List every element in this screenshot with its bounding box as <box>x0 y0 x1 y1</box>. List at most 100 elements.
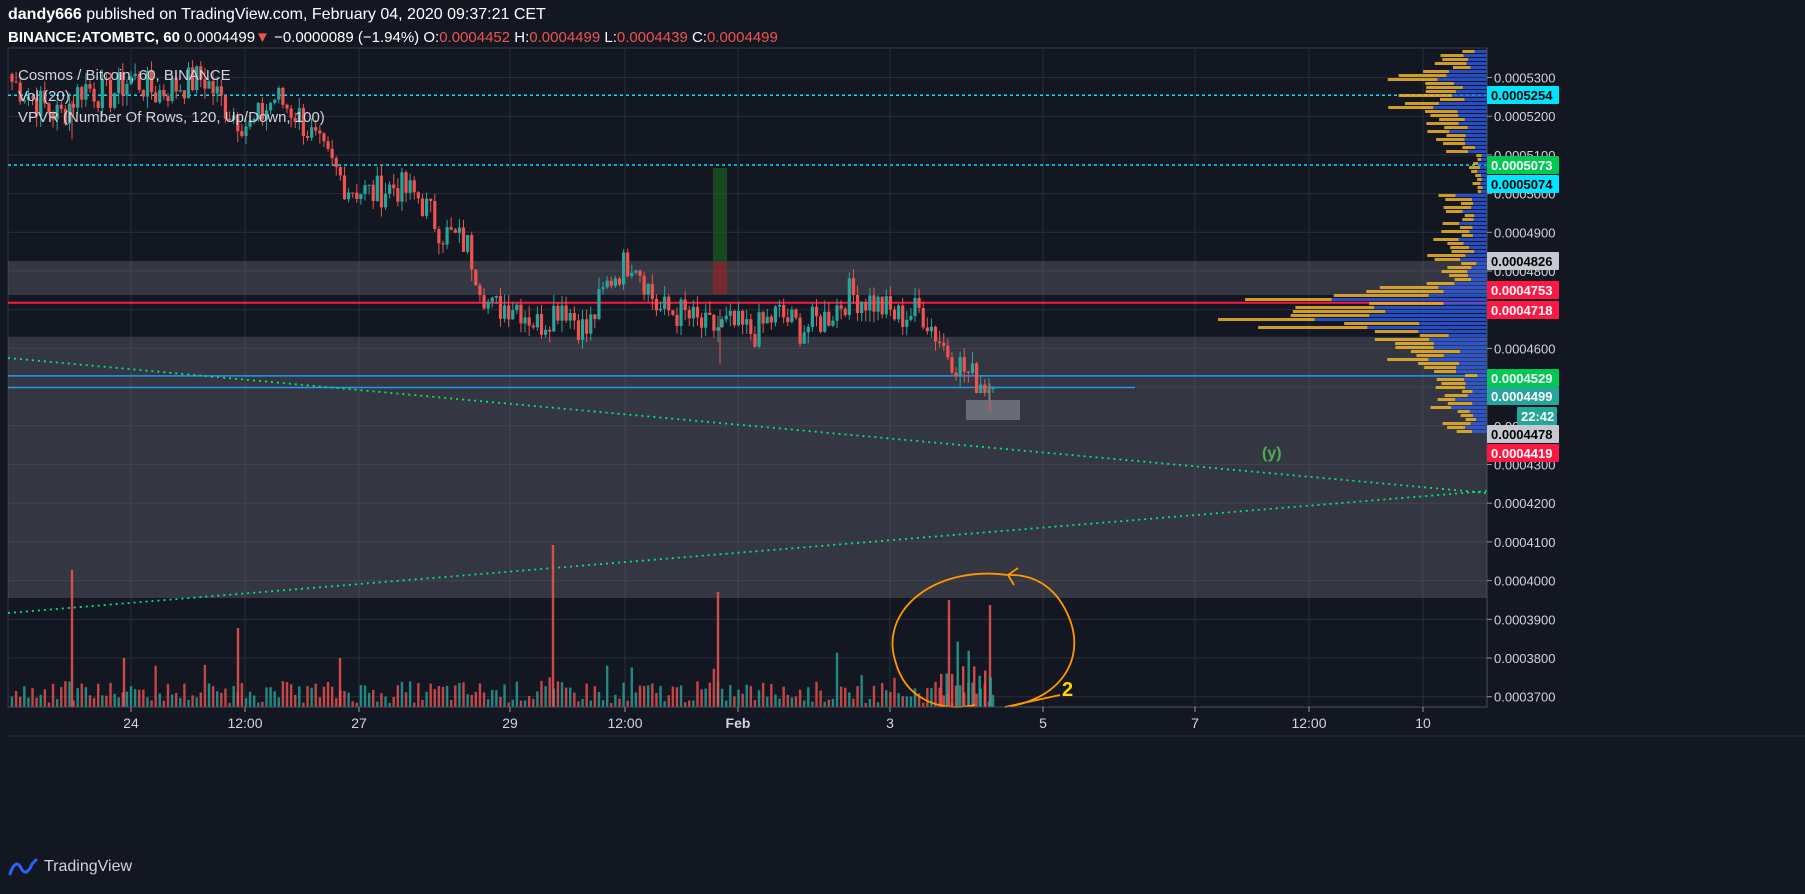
volume-bar <box>794 696 798 707</box>
vpvr-bar-up <box>1471 266 1487 269</box>
candle-body-down <box>938 341 942 343</box>
candle-body-up <box>810 306 814 327</box>
vpvr-bar-down <box>1460 202 1474 205</box>
volume-bar <box>392 696 395 707</box>
vpvr-bar-up <box>1481 154 1487 157</box>
candle-body-down <box>527 317 531 326</box>
volume-bar <box>76 688 79 707</box>
vpvr-bar-down <box>1419 334 1449 337</box>
volume-bar <box>651 683 654 707</box>
vpvr-bar-down <box>1439 118 1465 121</box>
vpvr-bar-down <box>1440 54 1464 57</box>
author-name[interactable]: dandy666 <box>8 6 82 23</box>
volume-bar <box>622 682 625 707</box>
volume-bar <box>585 683 588 707</box>
candle-body-up <box>457 227 462 233</box>
candle-body-down <box>96 101 100 108</box>
candle-body-down <box>732 310 737 326</box>
volume-bar <box>569 687 572 707</box>
vpvr-bar-down <box>1398 94 1453 97</box>
volume-bar <box>347 692 350 707</box>
volume-bar <box>429 683 432 707</box>
vpvr-bar-up <box>1479 166 1487 169</box>
candle-body-down <box>51 112 55 120</box>
candle-body-up <box>646 283 650 295</box>
vpvr-bar-down <box>1425 90 1456 93</box>
volume-bar <box>515 681 519 707</box>
candle-body-up <box>466 235 470 252</box>
volume-bar <box>745 684 748 707</box>
candle-body-up <box>884 296 888 315</box>
volume-bar <box>174 692 178 707</box>
volume-bar <box>663 701 666 707</box>
candle-body-down <box>404 172 408 193</box>
vpvr-bar-down <box>1290 314 1370 317</box>
volume-bar <box>712 668 716 707</box>
volume-bar <box>367 692 371 707</box>
volume-bar <box>101 695 104 707</box>
candle-body-down <box>191 67 195 91</box>
volume-bar <box>909 696 913 707</box>
volume-bar <box>285 682 289 707</box>
vpvr-bar-up <box>1453 82 1487 85</box>
volume-bar <box>696 681 699 707</box>
candle-body-down <box>71 103 76 108</box>
candle-body-down <box>470 235 474 270</box>
candle-body-down <box>223 95 228 119</box>
price-badge-bg <box>1487 444 1559 462</box>
volume-bar <box>692 700 695 707</box>
volume-bar <box>848 692 851 707</box>
close-label: C: <box>691 29 707 46</box>
candle-body-up <box>704 312 708 328</box>
volume-bar <box>638 685 642 707</box>
brand-name[interactable]: TradingView <box>44 858 133 875</box>
volume-bar <box>897 693 900 707</box>
vpvr-bar-up <box>1418 330 1487 333</box>
volume-bar <box>458 683 461 707</box>
volume-bar <box>351 701 354 707</box>
vpvr-bar-up <box>1469 246 1487 249</box>
volume-bar <box>978 675 981 707</box>
vpvr-bar-up <box>1428 294 1487 297</box>
vpvr-bar-up <box>1473 202 1487 205</box>
candle-body-down <box>293 117 297 123</box>
volume-bar <box>940 673 943 707</box>
volume-bar <box>917 693 921 707</box>
vpvr-bar-down <box>1258 326 1368 329</box>
candle-body-down <box>47 103 51 113</box>
candle-body-down <box>675 314 679 326</box>
publish-info: published on TradingView.com, February 0… <box>86 6 546 23</box>
volume-bar <box>880 682 884 707</box>
price-change: −0.0000089 (−1.94%) <box>274 29 420 46</box>
candle-body-down <box>917 297 921 308</box>
vpvr-bar-up <box>1464 138 1487 141</box>
candle-body-up <box>22 100 26 102</box>
candle-body-up <box>716 327 720 331</box>
volume-bar <box>183 683 186 707</box>
candle-body-up <box>486 301 490 309</box>
vpvr-bar-down <box>1465 418 1477 421</box>
vpvr-bar-down <box>1425 110 1458 113</box>
vpvr-bar-down <box>1445 210 1463 213</box>
price-badge-label: 22:42 <box>1521 409 1554 424</box>
vpvr-bar-down <box>1444 126 1468 129</box>
volume-bar <box>876 702 880 707</box>
candle-body-up <box>589 314 593 334</box>
annotation-label-y: (y) <box>1262 445 1282 462</box>
vpvr-bar-up <box>1452 94 1487 97</box>
volume-bar <box>187 699 190 707</box>
candle-body-down <box>593 314 597 320</box>
volume-bar <box>72 700 75 707</box>
volume-bar <box>35 697 38 707</box>
candle-body-up <box>724 315 728 320</box>
volume-bar <box>70 570 74 707</box>
vpvr-bar-down <box>1438 194 1456 197</box>
volume-bar <box>396 685 400 707</box>
time-tick-label: 3 <box>886 715 894 731</box>
candle-body-down <box>839 305 843 309</box>
vpvr-bar-up <box>1433 346 1487 349</box>
volume-bar <box>289 684 293 707</box>
volume-bar <box>610 702 613 707</box>
candle-body-down <box>667 296 671 311</box>
